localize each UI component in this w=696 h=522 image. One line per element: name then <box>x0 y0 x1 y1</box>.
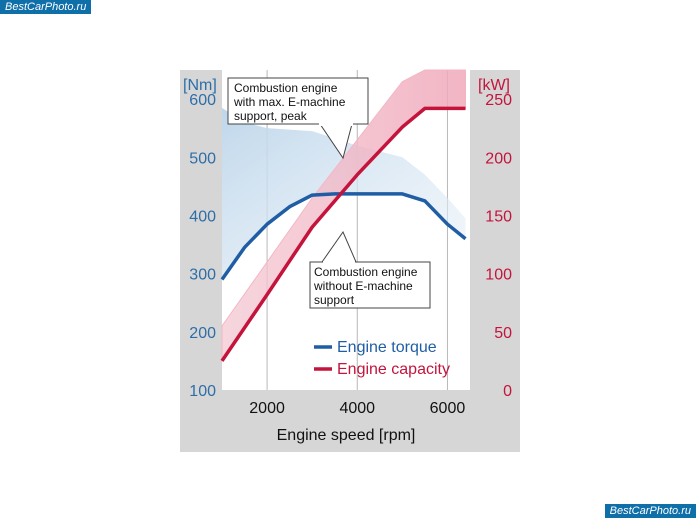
callout-peak-line: support, peak <box>234 109 308 123</box>
x-axis-tick-label: 2000 <box>249 400 285 417</box>
left-axis-tick-label: 100 <box>189 383 216 400</box>
legend-label: Engine torque <box>337 339 437 356</box>
series-line-engine-torque <box>220 192 467 281</box>
right-axis-tick-label: 250 <box>485 92 512 109</box>
watermark-bottom: BestCarPhoto.ru <box>604 504 696 518</box>
right-axis-tick-label: 0 <box>503 383 512 400</box>
left-axis-tick-label: 400 <box>189 208 216 225</box>
left-axis-tick-label: 500 <box>189 150 216 167</box>
callout-base-line: Combustion engine <box>314 265 418 279</box>
series-line-engine-capacity <box>220 106 466 362</box>
callout-box-peak <box>227 77 369 125</box>
x-axis-tick-label: 4000 <box>339 400 375 417</box>
right-axis-unit: [kW] <box>478 77 510 94</box>
watermark-top: BestCarPhoto.ru <box>0 0 92 14</box>
right-axis-tick-label: 150 <box>485 208 512 225</box>
callout-pointer <box>319 123 353 160</box>
callout-peak-line: with max. E-machine <box>233 95 346 109</box>
left-axis-tick-label: 300 <box>189 267 216 284</box>
right-axis-tick-label: 50 <box>494 325 512 342</box>
callout-base-line: without E-machine <box>313 279 413 293</box>
callout-base-line: support <box>314 293 355 307</box>
x-axis-title: Engine speed [rpm] <box>277 427 416 444</box>
callout-join <box>323 261 355 264</box>
callout-box-base <box>309 261 431 309</box>
right-axis-tick-label: 100 <box>485 267 512 284</box>
callout-peak-line: Combustion engine <box>234 81 338 95</box>
callout-join <box>319 123 353 126</box>
left-axis-unit: [Nm] <box>183 77 217 94</box>
left-axis-tick-label: 600 <box>189 92 216 109</box>
left-axis-tick-label: 200 <box>189 325 216 342</box>
right-axis-tick-label: 200 <box>485 150 512 167</box>
x-axis-tick-label: 6000 <box>430 400 466 417</box>
legend-label: Engine capacity <box>337 361 450 378</box>
